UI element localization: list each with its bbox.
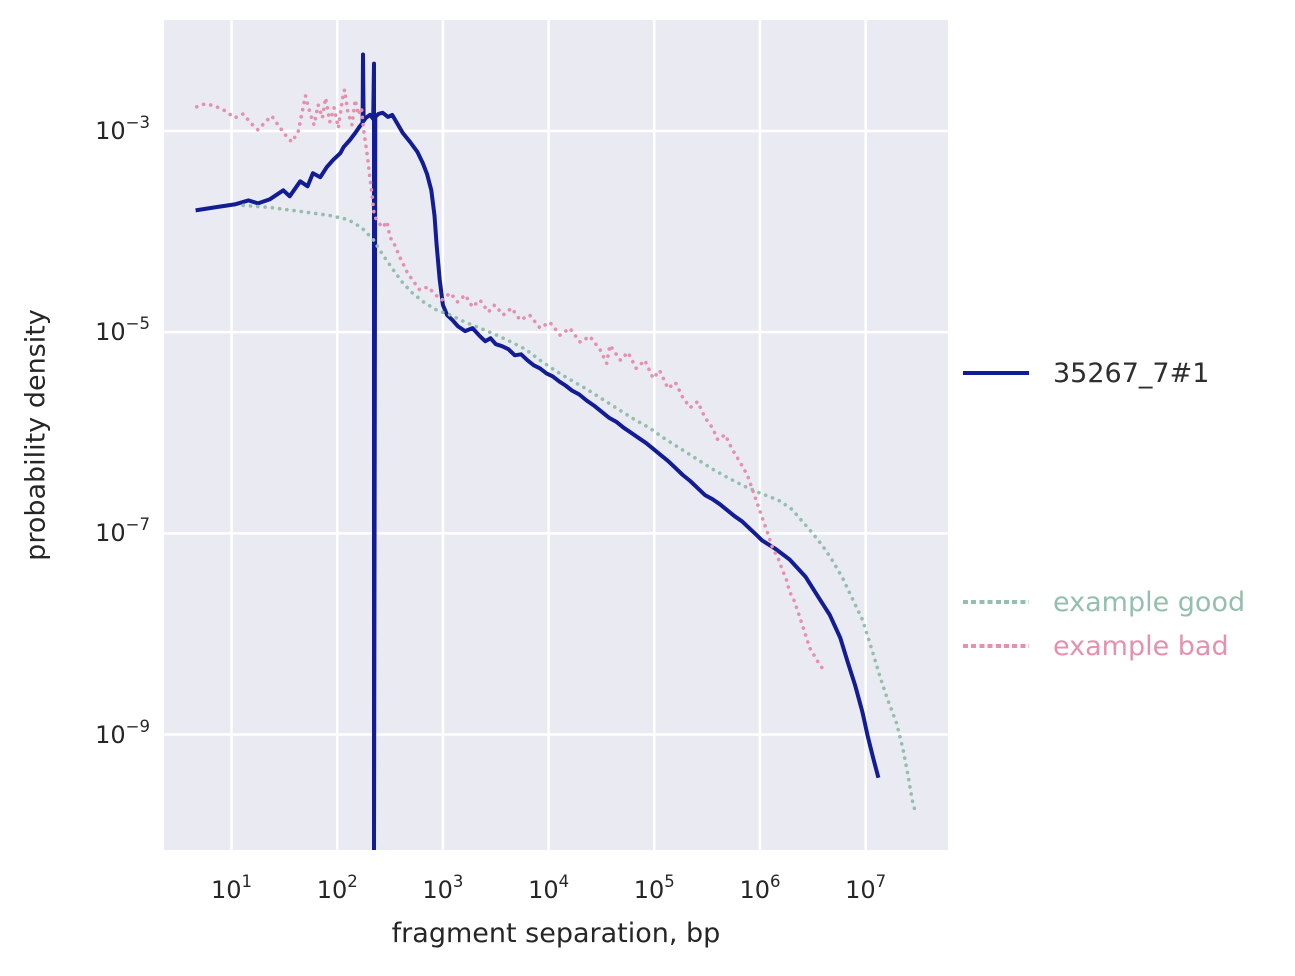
legend-label-example-good: example good bbox=[1053, 586, 1246, 618]
legend-line-example-bad bbox=[963, 644, 1029, 648]
y-tick-label: 10−5 bbox=[95, 314, 150, 347]
legend-row-example-good: example good bbox=[963, 580, 1245, 624]
x-tick-label: 106 bbox=[739, 872, 781, 904]
x-tick-label: 104 bbox=[528, 872, 570, 904]
legend-examples: example good example bad bbox=[963, 580, 1245, 668]
x-axis-label: fragment separation, bp bbox=[391, 918, 721, 949]
y-axis-label: probability density bbox=[20, 309, 52, 561]
chart-canvas bbox=[164, 20, 948, 850]
series-example-bad bbox=[194, 89, 827, 675]
legend-row-example-bad: example bad bbox=[963, 624, 1245, 668]
x-tick-label: 102 bbox=[316, 872, 358, 904]
legend-label-sample: 35267_7#1 bbox=[1053, 357, 1210, 389]
x-tick-label: 103 bbox=[422, 872, 464, 904]
y-tick-label: 10−7 bbox=[95, 515, 150, 548]
legend-label-example-bad: example bad bbox=[1053, 630, 1229, 662]
series-35267-7-1 bbox=[195, 52, 881, 850]
x-tick-label: 101 bbox=[211, 872, 253, 904]
legend-line-sample bbox=[963, 371, 1029, 375]
x-tick-label: 107 bbox=[845, 872, 887, 904]
legend-row-sample: 35267_7#1 bbox=[963, 355, 1209, 391]
y-tick-label: 10−3 bbox=[95, 112, 150, 145]
x-tick-label: 105 bbox=[633, 872, 675, 904]
legend-primary: 35267_7#1 bbox=[963, 355, 1209, 391]
y-tick-label: 10−9 bbox=[95, 716, 150, 749]
legend-line-example-good bbox=[963, 600, 1029, 604]
series-example-good bbox=[241, 203, 918, 814]
plot-area bbox=[164, 20, 948, 850]
